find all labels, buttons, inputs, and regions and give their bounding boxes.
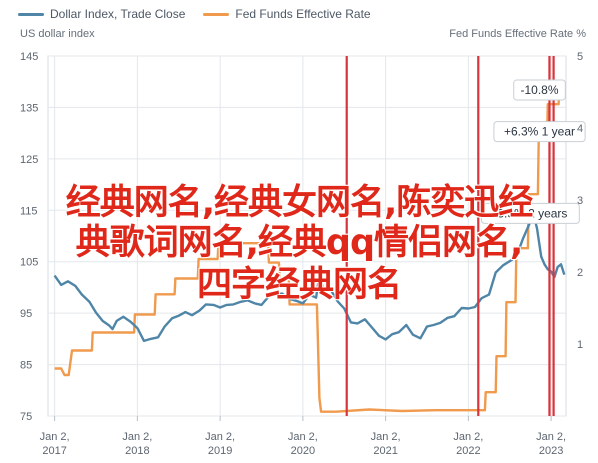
x-tick-label-year: 2017 <box>42 445 66 457</box>
x-tick-label: Jan 2, <box>205 431 235 443</box>
x-tick-label-year: 2019 <box>208 445 232 457</box>
left-axis-title: US dollar index <box>20 28 95 40</box>
overlay-text-line-2: 典歌词网名,经典qq情侣网名, <box>75 223 524 263</box>
grid-layer <box>47 55 567 417</box>
left-tick-label: 125 <box>20 154 38 166</box>
left-tick-label: 145 <box>20 51 38 63</box>
annotation-label: +6.3% 1 year <box>504 125 575 139</box>
x-tick-label-year: 2022 <box>456 445 480 457</box>
legend: Dollar Index, Trade Close Fed Funds Effe… <box>18 4 371 24</box>
dollar-index-line <box>53 213 566 343</box>
left-tick-label: 105 <box>20 257 38 269</box>
legend-label-fed-funds: Fed Funds Effective Rate <box>235 7 371 21</box>
x-tick-label-year: 2020 <box>291 445 315 457</box>
x-tick-label: Jan 2, <box>453 431 483 443</box>
right-tick-label: 4 <box>577 123 583 135</box>
x-tick-label-year: 2021 <box>373 445 397 457</box>
annotation-label: -10.8% <box>521 83 559 97</box>
fed-funds-layer <box>54 85 565 413</box>
annotations-layer: -10.8% +6.3% 1 year -3.5% 2 years <box>481 79 586 224</box>
annotation-box <box>513 79 566 101</box>
right-tick-label: 3 <box>577 195 583 207</box>
legend-item-dollar-index[interactable]: Dollar Index, Trade Close <box>18 7 185 21</box>
annotation-label: -3.5% 2 years <box>493 206 567 220</box>
x-tick-label-year: 2023 <box>539 445 563 457</box>
annotation-box <box>493 121 586 143</box>
dollar-index-swatch <box>18 12 44 16</box>
annotation-box <box>481 202 580 224</box>
overlay-text-line-1: 经典网名,经典女网名,陈奕迅经 <box>65 183 534 223</box>
dollar-index-layer <box>53 213 566 343</box>
left-tick-label: 95 <box>20 308 32 320</box>
x-tick-label-year: 2018 <box>125 445 149 457</box>
x-tick-label: Jan 2, <box>536 431 566 443</box>
x-tick-label: Jan 2, <box>40 431 70 443</box>
right-tick-label: 2 <box>577 267 583 279</box>
fed-funds-line <box>54 85 565 413</box>
x-tick-label: Jan 2, <box>122 431 152 443</box>
event-lines-layer <box>345 56 555 416</box>
right-axis-title: Fed Funds Effective Rate % <box>449 28 586 40</box>
left-tick-label: 75 <box>20 411 32 423</box>
left-tick-label: 135 <box>20 102 38 114</box>
x-tick-label: Jan 2, <box>288 431 318 443</box>
left-tick-label: 115 <box>20 205 38 217</box>
right-tick-label: 1 <box>577 339 583 351</box>
legend-label-dollar-index: Dollar Index, Trade Close <box>50 7 186 21</box>
legend-item-fed-funds[interactable]: Fed Funds Effective Rate <box>203 7 371 21</box>
left-tick-label: 85 <box>20 360 32 372</box>
right-tick-label: 5 <box>577 51 583 63</box>
x-tick-label: Jan 2, <box>371 431 401 443</box>
ticks-layer: 75 85 95 105 115 125 135 145 1 2 3 4 5 Jan 2, 2017 Jan … <box>20 51 583 457</box>
overlay-text-line-3: 四字经典网名 <box>196 265 402 305</box>
fed-funds-swatch <box>203 12 230 16</box>
